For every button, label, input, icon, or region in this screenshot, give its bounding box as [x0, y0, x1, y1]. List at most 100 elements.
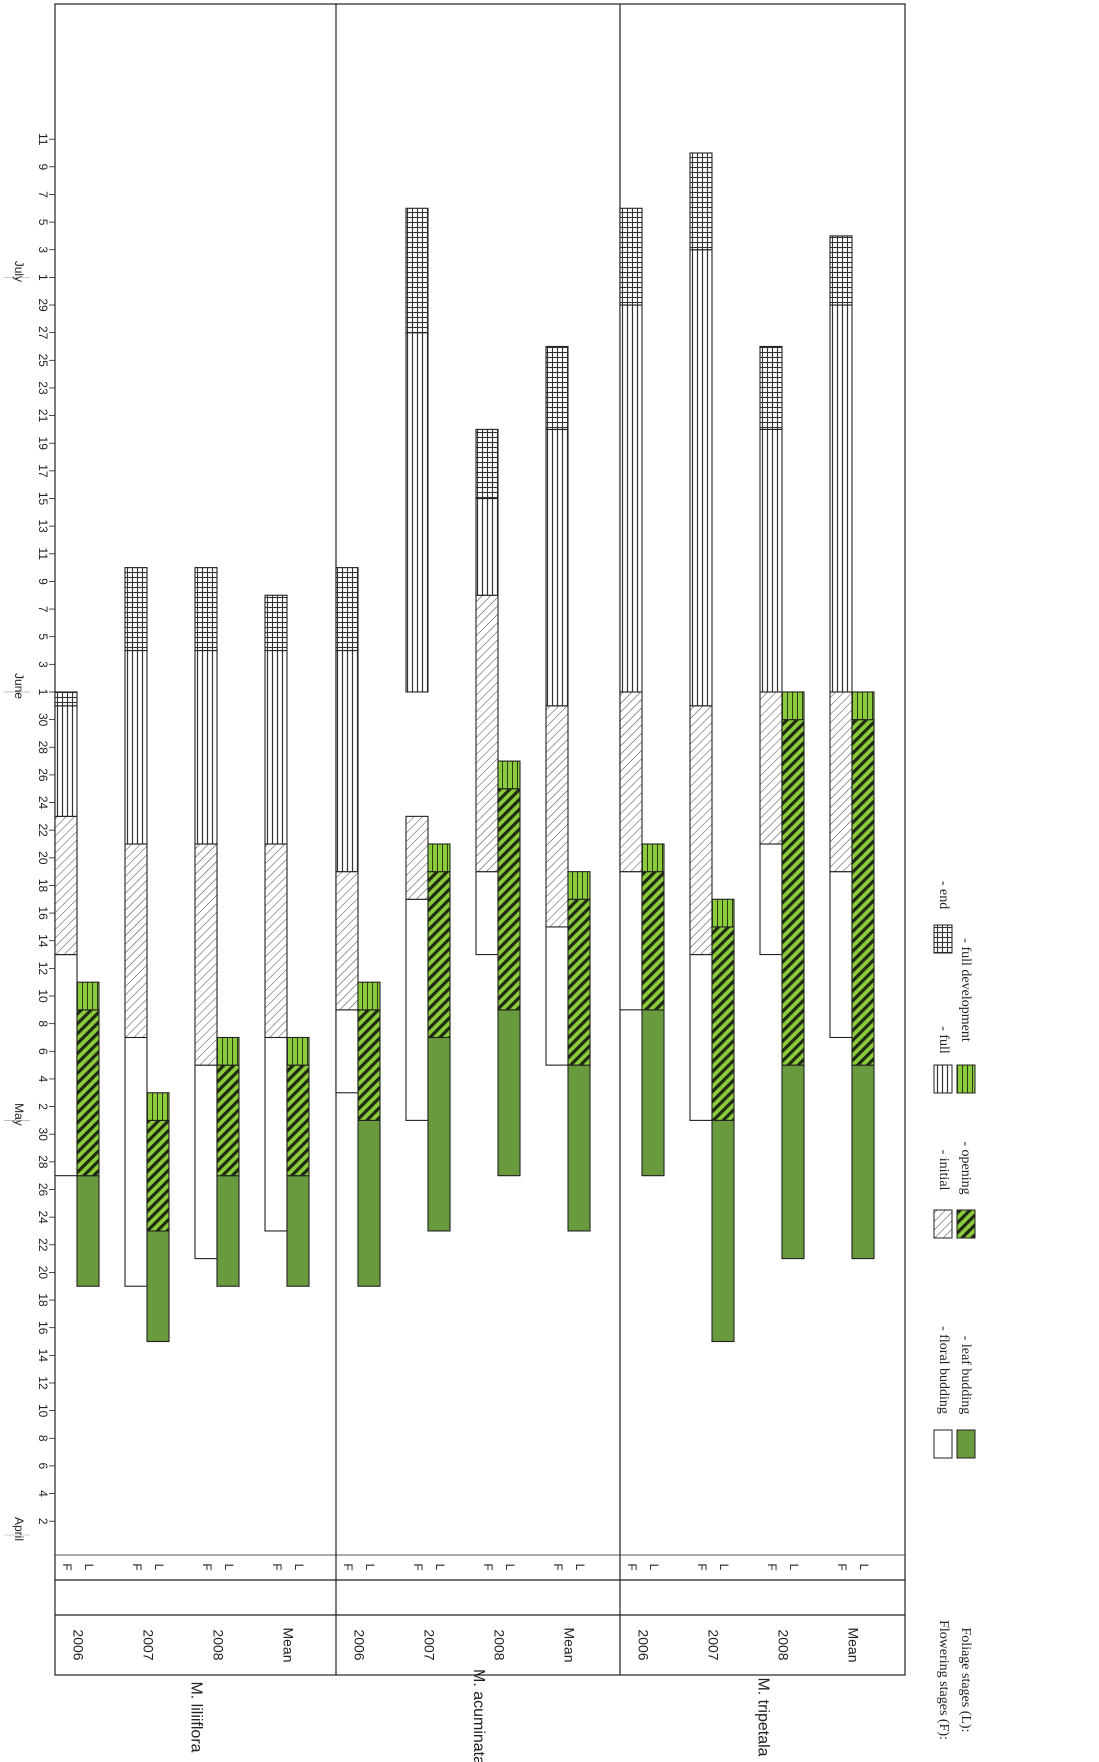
bar-end: [194, 567, 218, 652]
year-label: Mean: [280, 1627, 296, 1662]
year-label: Mean: [561, 1627, 577, 1662]
tick-label: 24: [36, 1210, 50, 1224]
tick-label: 9: [36, 163, 50, 170]
tick-label: 3: [36, 246, 50, 253]
bar-end: [619, 207, 643, 306]
bar-initial: [475, 594, 499, 873]
legend-swatch-leaf-budding: [956, 1429, 976, 1459]
bar-end: [545, 345, 569, 430]
legend-floral-budding: - floral budding: [936, 1326, 951, 1414]
month-label: June: [12, 673, 26, 699]
tick-label: 2: [36, 1103, 50, 1110]
tick-label: 23: [36, 381, 50, 395]
legend-swatch-full-development: [956, 1064, 976, 1094]
bar-full-development: [641, 843, 665, 873]
bar-floral-budding: [54, 954, 78, 1177]
legend-full: - full: [936, 1026, 951, 1054]
year-label: 2007: [705, 1629, 721, 1660]
f-row-label: F: [481, 1563, 495, 1570]
plot-layer: 2468101214161820222426283024681012141618…: [4, 3, 976, 1762]
bar-floral-budding: [405, 898, 429, 1121]
f-row-label: F: [625, 1563, 639, 1570]
tick-label: 18: [36, 1293, 50, 1307]
tick-label: 10: [36, 1404, 50, 1418]
bar-floral-budding: [759, 843, 783, 956]
l-row-label: L: [503, 1564, 517, 1571]
tick-label: 15: [36, 492, 50, 506]
bar-full: [689, 249, 713, 707]
tick-label: 9: [36, 578, 50, 585]
bar-end: [54, 691, 78, 707]
tick-label: 21: [36, 409, 50, 423]
bar-full-development: [76, 981, 100, 1011]
bar-end: [759, 345, 783, 430]
bar-full: [335, 649, 359, 873]
legend-initial: - initial: [936, 1150, 951, 1191]
bar-floral-budding: [619, 871, 643, 1011]
bar-leaf-budding: [427, 1036, 451, 1232]
l-row-label: L: [433, 1564, 447, 1571]
tick-label: 5: [36, 219, 50, 226]
bar-full-development: [357, 981, 381, 1011]
tick-label: 2: [36, 1518, 50, 1525]
tick-label: 30: [36, 713, 50, 727]
tick-label: 29: [36, 298, 50, 312]
tick-label: 1: [36, 689, 50, 696]
bar-full-development: [146, 1092, 170, 1121]
month-label: April: [12, 1517, 26, 1541]
bar-leaf-budding: [146, 1230, 170, 1343]
tick-label: 4: [36, 1076, 50, 1083]
tick-label: 13: [36, 519, 50, 533]
f-row-label: F: [411, 1563, 425, 1570]
bar-initial: [194, 843, 218, 1066]
legend-swatch-end: [933, 924, 953, 954]
year-label: 2008: [491, 1629, 507, 1660]
l-row-label: L: [787, 1564, 801, 1571]
bar-end: [689, 152, 713, 251]
tick-label: 5: [36, 633, 50, 640]
tick-label: 17: [36, 464, 50, 478]
tick-label: 22: [36, 1238, 50, 1252]
tick-label: 8: [36, 1020, 50, 1027]
bar-floral-budding: [829, 871, 853, 1039]
bar-end: [335, 567, 359, 652]
l-row-label: L: [857, 1564, 871, 1571]
bar-initial: [124, 843, 148, 1039]
tick-label: 8: [36, 1435, 50, 1442]
species-label: M. liliiflora: [187, 1681, 204, 1752]
f-row-label: F: [695, 1563, 709, 1570]
legend-swatch-full: [933, 1064, 953, 1094]
bar-floral-budding: [545, 926, 569, 1066]
l-row-label: L: [152, 1564, 166, 1571]
bar-opening: [641, 871, 665, 1011]
bar-full-development: [711, 898, 735, 928]
species-label: M. acuminata: [470, 1669, 487, 1762]
tick-label: 10: [36, 989, 50, 1003]
legend-end: - end: [936, 881, 951, 909]
tick-label: 27: [36, 326, 50, 340]
bar-floral-budding: [335, 1009, 359, 1094]
bar-full-development: [567, 871, 591, 900]
legend-leaf-budding: - leaf budding: [958, 1336, 973, 1415]
f-row-label: F: [130, 1563, 144, 1570]
bar-end: [829, 235, 853, 306]
bar-leaf-budding: [286, 1175, 310, 1287]
tick-label: 18: [36, 879, 50, 893]
bar-full: [54, 705, 78, 817]
tick-label: 14: [36, 934, 50, 948]
f-row-label: F: [270, 1563, 284, 1570]
bar-full: [829, 304, 853, 693]
legend-foliage-label: Foliage stages (L):: [958, 1628, 973, 1733]
l-row-label: L: [647, 1564, 661, 1571]
year-label: 2006: [351, 1629, 367, 1660]
bar-opening: [286, 1064, 310, 1177]
tick-label: 25: [36, 354, 50, 368]
bar-initial: [759, 691, 783, 845]
tick-label: 3: [36, 661, 50, 668]
bar-full-development: [216, 1036, 240, 1066]
f-row-label: F: [835, 1563, 849, 1570]
l-row-label: L: [82, 1564, 96, 1571]
bar-full-development: [427, 843, 451, 873]
bar-floral-budding: [194, 1064, 218, 1260]
tick-label: 16: [36, 1321, 50, 1335]
